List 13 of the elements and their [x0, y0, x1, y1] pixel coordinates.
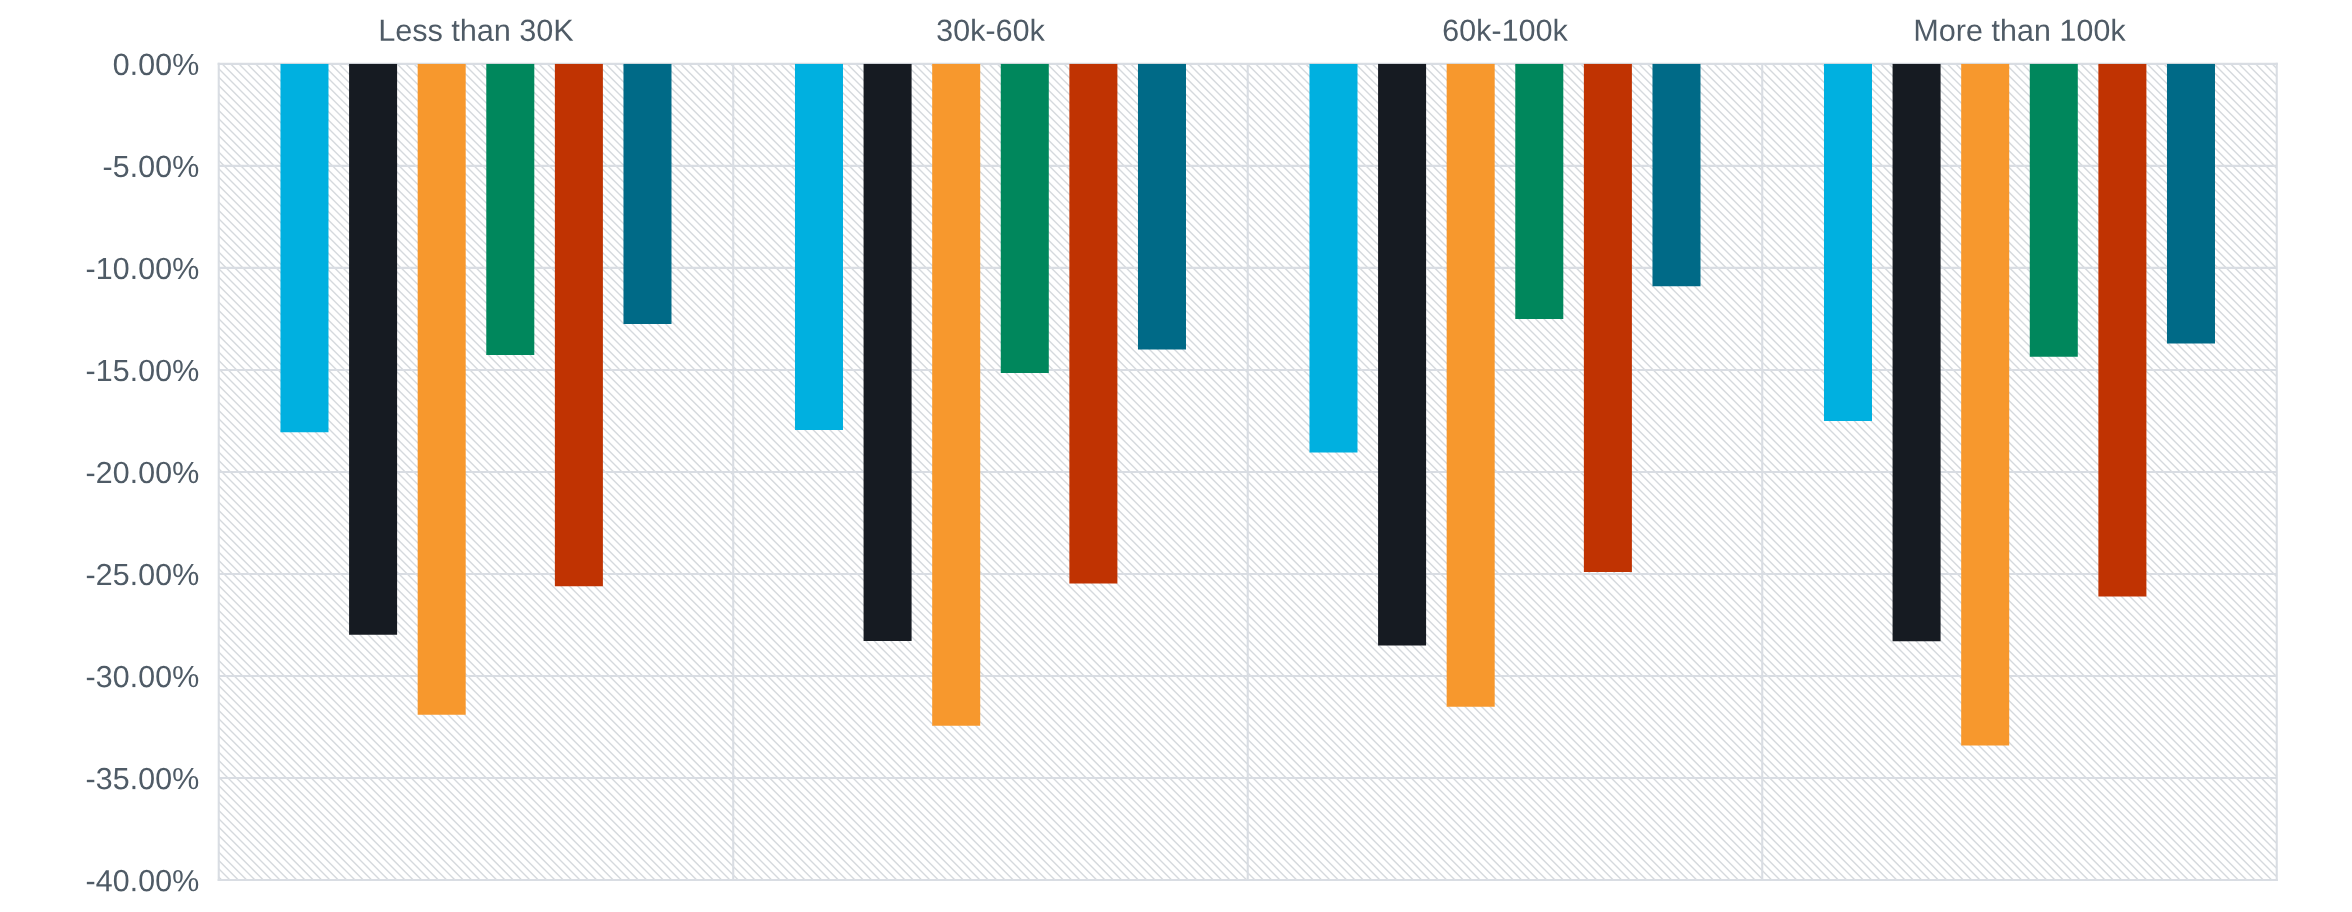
x-tick-label: 30k-60k — [937, 18, 1045, 42]
x-tick-label: More than 100k — [1915, 18, 2126, 42]
y-tick-label: -25.00% — [86, 563, 199, 586]
y-tick-label: 0.00% — [113, 53, 199, 76]
y-tick-label: -5.00% — [103, 155, 199, 178]
x-tick-label: Less than 30K — [380, 18, 574, 42]
y-tick-label: -40.00% — [86, 869, 199, 892]
y-tick-label: -35.00% — [86, 767, 199, 790]
y-tick-label: -30.00% — [86, 665, 199, 688]
y-tick-label: -15.00% — [86, 359, 199, 382]
x-tick-label: 60k-100k — [1443, 18, 1568, 42]
y-tick-label: -20.00% — [86, 461, 199, 484]
y-tick-label: -10.00% — [86, 257, 199, 280]
